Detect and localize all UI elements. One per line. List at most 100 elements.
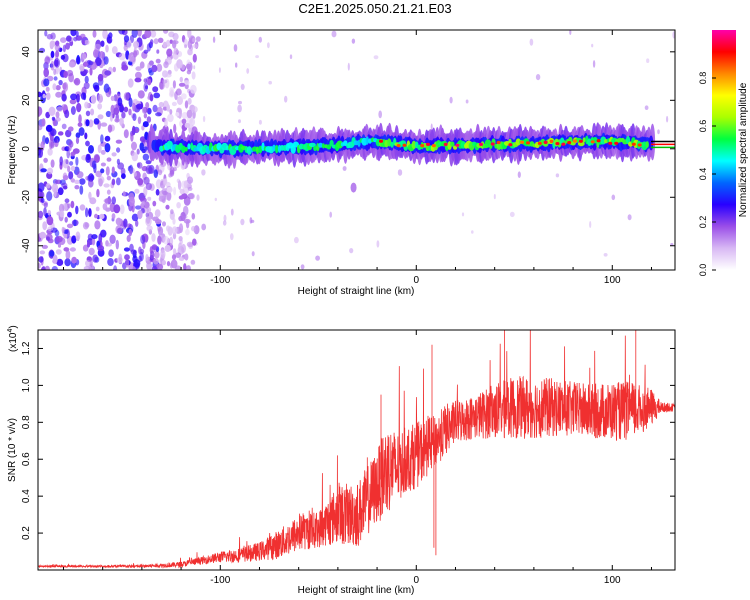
noise-blob [126, 235, 131, 242]
noise-blob [183, 263, 187, 270]
noise-blob [123, 35, 130, 43]
faint-blob [331, 30, 337, 38]
noise-blob [191, 71, 196, 80]
noise-blob [133, 171, 137, 177]
noise-blob [169, 39, 173, 44]
noise-blob [82, 53, 87, 60]
noise-blob [155, 58, 161, 64]
noise-blob [111, 213, 116, 220]
noise-blob [63, 247, 69, 252]
spectrogram-y-tick-label: 40 [21, 46, 32, 58]
noise-blob [55, 249, 62, 255]
noise-blob [88, 208, 92, 217]
ridge-inner [258, 145, 263, 154]
noise-blob [127, 53, 135, 63]
noise-blob [97, 73, 104, 82]
faint-blob [569, 30, 572, 35]
noise-blob [55, 91, 62, 98]
noise-blob [57, 187, 64, 196]
noise-blob [119, 117, 124, 127]
noise-blob [45, 86, 50, 92]
noise-blob [192, 53, 197, 63]
faint-blob [535, 74, 541, 81]
ridge-inner [261, 142, 265, 152]
noise-blob [172, 217, 176, 225]
noise-blob [115, 217, 122, 226]
faint-blob [300, 264, 305, 270]
noise-blob [46, 216, 54, 226]
noise-blob [149, 94, 154, 102]
noise-blob [50, 141, 55, 149]
faint-blob [465, 99, 469, 104]
ridge-inner [326, 144, 332, 150]
ridge-inner [290, 145, 296, 154]
spectrogram-y-tick-label: 20 [21, 94, 32, 106]
noise-blob [119, 105, 125, 113]
noise-blob [184, 122, 191, 128]
ridge-inner [336, 140, 344, 149]
noise-blob [61, 182, 68, 188]
ridge-inner [184, 147, 188, 152]
snr-y-tick-label: 1.0 [21, 378, 32, 392]
noise-blob [61, 226, 65, 234]
noise-blob [186, 265, 191, 270]
noise-blob [137, 210, 143, 220]
noise-blob [140, 197, 147, 203]
noise-blob [75, 231, 81, 241]
noise-blob [137, 178, 144, 186]
noise-blob [38, 106, 43, 116]
noise-blob [151, 64, 158, 73]
noise-blob [58, 79, 63, 86]
noise-blob [153, 92, 161, 99]
noise-blob [100, 168, 105, 174]
faint-blob [237, 104, 242, 113]
noise-blob [54, 44, 61, 52]
noise-blob [185, 63, 191, 70]
noise-blob [50, 60, 55, 71]
noise-blob [173, 186, 177, 196]
noise-blob [60, 37, 67, 43]
noise-blob [55, 117, 61, 122]
noise-blob [104, 70, 112, 76]
ridge-inner [453, 145, 458, 150]
noise-blob [102, 203, 108, 211]
ridge-inner [275, 144, 279, 154]
noise-blob [156, 63, 163, 72]
noise-blob [145, 182, 152, 191]
noise-blob [107, 124, 113, 133]
noise-blob [127, 78, 134, 88]
noise-blob [68, 126, 74, 132]
noise-blob [63, 70, 68, 78]
spectrogram-x-tick-label: -100 [210, 275, 230, 286]
noise-blob [190, 84, 197, 94]
noise-blob [176, 96, 183, 105]
faint-blob [592, 60, 596, 68]
ridge-inner [582, 137, 586, 143]
noise-blob [65, 42, 70, 50]
faint-blob [644, 105, 649, 110]
noise-blob [119, 204, 125, 215]
noise-blob [154, 209, 161, 218]
noise-blob [128, 108, 132, 116]
noise-blob [132, 113, 137, 121]
noise-blob [88, 60, 94, 66]
noise-blob [172, 32, 179, 41]
noise-blob [63, 232, 68, 239]
noise-blob [108, 249, 114, 257]
noise-blob [153, 258, 159, 265]
noise-blob [171, 101, 177, 107]
noise-blob [83, 82, 90, 90]
noise-blob [43, 78, 50, 87]
ridge-core [596, 139, 601, 143]
noise-blob [121, 111, 126, 119]
noise-blob [80, 92, 86, 100]
noise-blob [59, 156, 63, 166]
noise-blob [76, 171, 84, 179]
noise-blob [41, 265, 46, 270]
noise-blob [142, 153, 150, 161]
ridge-inner [187, 143, 191, 150]
noise-blob [176, 202, 181, 209]
ridge-core [608, 141, 613, 145]
noise-blob [113, 204, 121, 214]
noise-blob [181, 112, 188, 119]
